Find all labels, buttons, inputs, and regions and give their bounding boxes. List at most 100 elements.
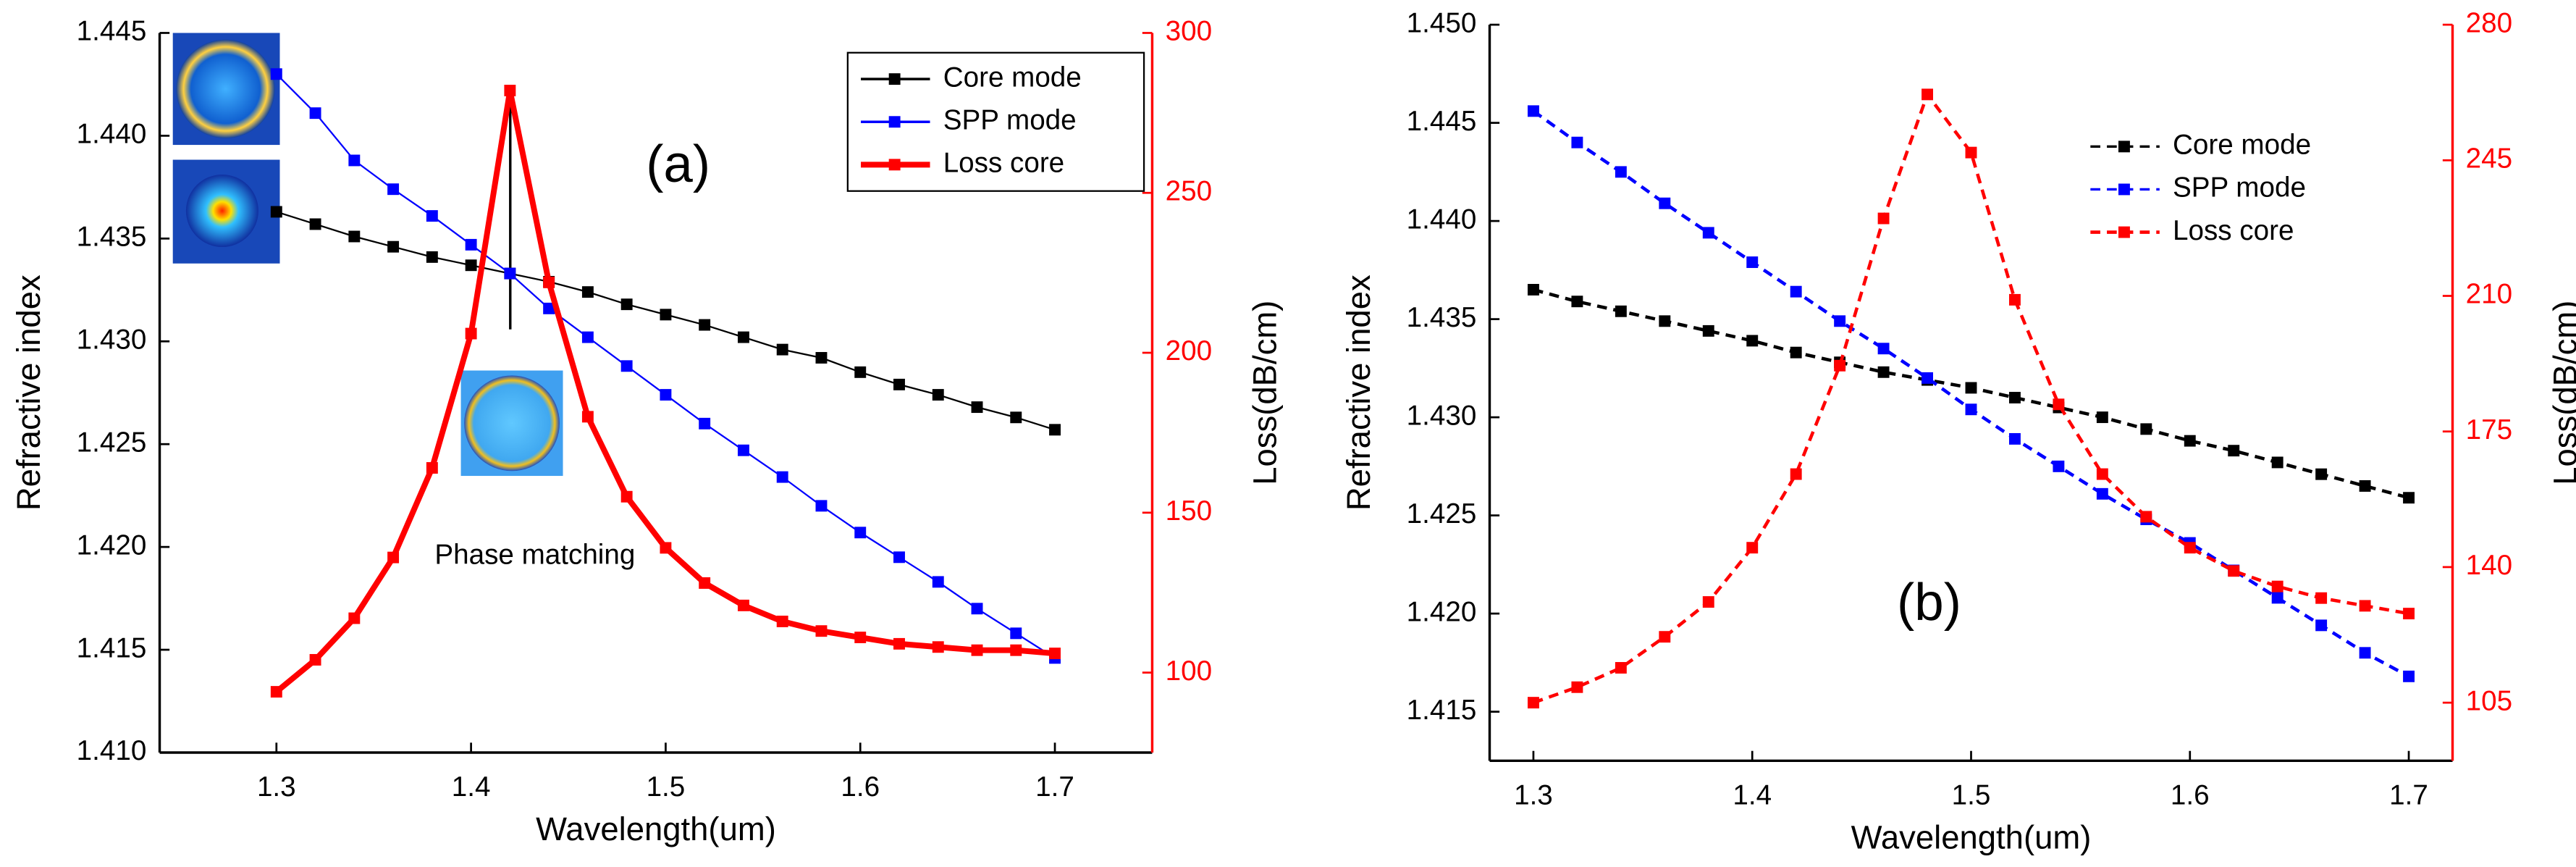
x-tick-label: 1.5 <box>1952 780 1991 811</box>
marker <box>932 389 944 401</box>
legend-marker <box>2118 183 2130 196</box>
marker <box>581 411 594 423</box>
y-tick-label: 1.440 <box>77 119 147 150</box>
legend: Core mode SPP mode Loss core <box>846 51 1145 192</box>
marker <box>1746 542 1759 554</box>
x-axis-title: Wavelength(um) <box>1851 818 2092 855</box>
marker <box>1571 136 1583 148</box>
marker <box>2271 456 2284 469</box>
y-tick-label: 1.445 <box>1407 106 1477 137</box>
marker <box>1790 468 1802 480</box>
marker <box>2359 600 2371 612</box>
marker <box>426 210 438 222</box>
y2-tick-label: 300 <box>1166 16 1212 47</box>
x-tick-label: 1.7 <box>2389 780 2428 811</box>
marker <box>2053 398 2065 411</box>
marker <box>2271 592 2284 604</box>
marker <box>620 490 633 503</box>
marker <box>2184 435 2196 447</box>
y-tick-label: 1.430 <box>1407 400 1477 431</box>
marker <box>660 309 672 321</box>
y-tick-label: 1.425 <box>1407 498 1477 529</box>
marker <box>2315 592 2328 604</box>
inset-field-mode <box>172 159 280 264</box>
marker <box>1965 382 1977 394</box>
marker <box>270 686 282 698</box>
marker <box>971 644 983 656</box>
marker <box>737 599 749 611</box>
marker <box>699 319 711 331</box>
marker <box>426 251 438 263</box>
marker <box>2140 511 2152 523</box>
marker <box>1010 627 1022 640</box>
legend-marker <box>888 116 901 128</box>
marker <box>815 625 828 637</box>
y-tick-label: 1.415 <box>1407 695 1477 726</box>
marker <box>893 551 905 564</box>
y-tick-label: 1.415 <box>77 632 147 663</box>
legend-label: Loss core <box>2173 215 2294 246</box>
marker <box>1049 424 1061 436</box>
y2-tick-label: 280 <box>2466 7 2512 38</box>
y-tick-label: 1.440 <box>1407 204 1477 235</box>
marker <box>699 577 711 589</box>
y-tick-label: 1.420 <box>1407 596 1477 627</box>
y-tick-label: 1.435 <box>1407 302 1477 333</box>
y-tick-label: 1.435 <box>77 222 147 253</box>
marker <box>1922 372 1933 384</box>
marker <box>543 276 555 288</box>
marker <box>660 389 672 401</box>
marker <box>2096 411 2108 424</box>
y-tick-label: 1.430 <box>77 324 147 355</box>
marker <box>1965 403 1977 416</box>
y2-tick-label: 175 <box>2466 414 2512 445</box>
marker <box>971 603 983 615</box>
marker <box>660 542 672 554</box>
marker <box>2053 460 2065 472</box>
marker <box>893 378 905 390</box>
marker <box>2096 468 2108 480</box>
marker <box>1702 324 1714 337</box>
marker <box>776 343 788 356</box>
marker <box>1877 366 1890 378</box>
marker <box>1615 166 1627 178</box>
marker <box>1527 283 1539 296</box>
legend-label: Loss core <box>943 148 1064 179</box>
marker <box>854 527 867 539</box>
marker <box>1527 697 1539 709</box>
marker <box>815 352 828 364</box>
marker <box>2228 565 2240 577</box>
y-axis-title: Refractive index <box>1340 275 1377 511</box>
marker <box>776 471 788 483</box>
y2-tick-label: 105 <box>2466 685 2512 716</box>
inset-field-spp <box>460 370 563 477</box>
marker <box>932 576 944 588</box>
marker <box>309 107 321 120</box>
x-tick-label: 1.3 <box>257 771 296 803</box>
marker <box>776 615 788 627</box>
marker <box>2403 492 2415 504</box>
y2-tick-label: 140 <box>2466 550 2512 581</box>
y-tick-label: 1.420 <box>77 529 147 561</box>
marker <box>1010 411 1022 424</box>
legend-marker <box>888 73 901 85</box>
marker <box>465 259 477 272</box>
marker <box>2315 619 2328 632</box>
marker <box>2008 432 2021 445</box>
marker <box>387 183 400 196</box>
marker <box>504 267 516 280</box>
y2-tick-label: 245 <box>2466 143 2512 175</box>
y2-axis-title: Loss(dB/cm) <box>2547 301 2576 485</box>
x-tick-label: 1.6 <box>841 771 880 803</box>
marker <box>1615 305 1627 317</box>
legend-label: SPP mode <box>2173 172 2306 204</box>
marker <box>270 206 282 218</box>
marker <box>2403 670 2415 682</box>
x-axis-title: Wavelength(um) <box>536 811 776 847</box>
x-tick-label: 1.6 <box>2171 780 2210 811</box>
legend-label: SPP mode <box>943 104 1077 135</box>
marker <box>1702 227 1714 239</box>
marker <box>1659 631 1671 643</box>
series-line <box>1533 91 2409 705</box>
